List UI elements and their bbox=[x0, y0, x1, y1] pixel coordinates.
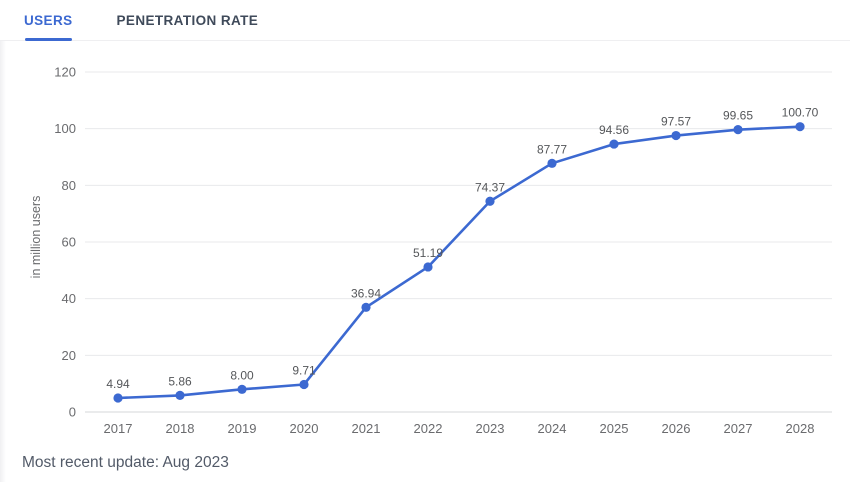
data-label-2021: 36.94 bbox=[351, 286, 381, 300]
x-tick-2025: 2025 bbox=[600, 421, 629, 436]
data-point-2023[interactable] bbox=[485, 196, 495, 206]
card-left-edge bbox=[0, 0, 6, 482]
data-point-2027[interactable] bbox=[733, 125, 743, 135]
x-tick-2024: 2024 bbox=[538, 421, 567, 436]
tab-users[interactable]: USERS bbox=[22, 0, 75, 41]
x-tick-2022: 2022 bbox=[414, 421, 443, 436]
x-tick-2018: 2018 bbox=[166, 421, 195, 436]
data-label-2018: 5.86 bbox=[168, 374, 192, 388]
y-axis-title: in million users bbox=[29, 196, 43, 279]
data-point-2024[interactable] bbox=[547, 158, 557, 168]
y-tick-20: 20 bbox=[62, 348, 76, 363]
x-tick-2023: 2023 bbox=[476, 421, 505, 436]
data-point-2018[interactable] bbox=[175, 390, 185, 400]
tab-bar: USERS PENETRATION RATE bbox=[0, 0, 850, 41]
data-label-2023: 74.37 bbox=[475, 180, 505, 194]
data-label-2020: 9.71 bbox=[292, 363, 316, 377]
data-label-2026: 97.57 bbox=[661, 115, 691, 129]
data-point-2022[interactable] bbox=[423, 262, 433, 272]
data-label-2028: 100.70 bbox=[782, 106, 819, 120]
data-point-2020[interactable] bbox=[299, 379, 309, 390]
x-tick-2021: 2021 bbox=[352, 421, 381, 436]
y-tick-40: 40 bbox=[62, 291, 76, 306]
x-tick-2026: 2026 bbox=[662, 421, 691, 436]
x-tick-2028: 2028 bbox=[786, 421, 815, 436]
data-label-2019: 8.00 bbox=[230, 368, 254, 382]
data-point-2019[interactable] bbox=[237, 384, 247, 394]
data-point-2028[interactable] bbox=[795, 122, 805, 132]
x-tick-2020: 2020 bbox=[290, 421, 319, 436]
update-note: Most recent update: Aug 2023 bbox=[22, 454, 229, 471]
y-tick-60: 60 bbox=[62, 235, 76, 250]
data-point-2021[interactable] bbox=[361, 302, 371, 312]
x-tick-2019: 2019 bbox=[228, 421, 257, 436]
y-tick-120: 120 bbox=[54, 65, 76, 80]
data-label-2017: 4.94 bbox=[106, 377, 130, 391]
tab-penetration-rate[interactable]: PENETRATION RATE bbox=[115, 0, 261, 40]
data-label-2025: 94.56 bbox=[599, 123, 629, 137]
series-line bbox=[116, 125, 802, 400]
data-label-2022: 51.19 bbox=[413, 246, 443, 260]
data-label-2027: 99.65 bbox=[723, 109, 753, 123]
users-line-chart: 0 20 40 60 80 100 120 2017 2018 2019 2020 2021 2022 2… bbox=[29, 65, 832, 436]
data-label-2024: 87.77 bbox=[537, 142, 567, 156]
data-point-2026[interactable] bbox=[671, 130, 681, 141]
y-tick-100: 100 bbox=[54, 121, 76, 136]
x-tick-2027: 2027 bbox=[724, 421, 753, 436]
data-point-2025[interactable] bbox=[609, 139, 619, 149]
y-tick-0: 0 bbox=[69, 405, 76, 420]
data-point-2017[interactable] bbox=[113, 393, 123, 403]
y-tick-80: 80 bbox=[62, 178, 76, 193]
x-tick-2017: 2017 bbox=[104, 421, 133, 436]
chart-area: 0 20 40 60 80 100 120 2017 2018 2019 2020 2021 2022 2… bbox=[0, 40, 850, 440]
